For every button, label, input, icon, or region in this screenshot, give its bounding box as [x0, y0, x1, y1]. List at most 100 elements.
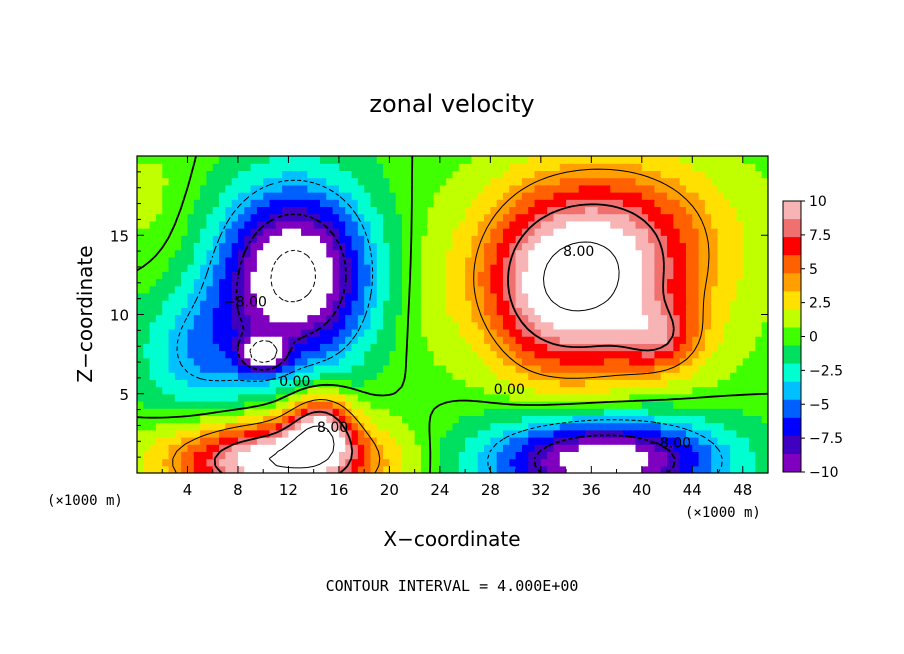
field-cell	[641, 307, 649, 316]
field-cell	[389, 170, 397, 179]
field-cell	[357, 249, 365, 258]
field-cell	[237, 372, 245, 380]
field-cell	[572, 379, 580, 388]
field-cell	[490, 220, 498, 229]
field-cell	[395, 192, 403, 200]
field-cell	[496, 206, 504, 215]
field-cell	[736, 372, 744, 380]
field-cell	[256, 364, 264, 373]
field-cell	[427, 170, 435, 179]
field-cell	[383, 292, 390, 301]
field-cell	[433, 213, 441, 222]
field-cell	[553, 156, 561, 164]
field-cell	[395, 256, 403, 265]
field-cell	[408, 321, 416, 330]
field-cell	[458, 343, 466, 352]
field-cell	[420, 379, 428, 388]
field-cell	[465, 285, 473, 294]
field-cell	[282, 213, 290, 222]
field-cell	[484, 328, 491, 337]
field-cell	[433, 328, 441, 337]
field-cell	[610, 444, 618, 452]
field-cell	[383, 400, 390, 409]
field-cell	[351, 307, 359, 316]
field-cell	[439, 386, 447, 395]
field-cell	[616, 307, 624, 316]
field-cell	[313, 271, 321, 280]
field-cell	[749, 465, 756, 473]
field-cell	[736, 192, 744, 200]
field-cell	[458, 278, 466, 287]
field-cell	[351, 357, 359, 366]
field-cell	[660, 314, 668, 323]
field-cell	[502, 256, 510, 265]
field-cell	[559, 199, 567, 208]
field-cell	[730, 393, 738, 402]
field-cell	[357, 336, 365, 344]
field-cell	[383, 314, 390, 323]
field-cell	[471, 357, 479, 366]
field-cell	[446, 220, 454, 229]
field-cell	[402, 465, 409, 473]
field-cell	[566, 156, 573, 164]
field-cell	[452, 357, 460, 366]
field-cell	[685, 213, 693, 222]
field-cell	[345, 206, 353, 215]
field-cell	[357, 314, 365, 323]
field-cell	[547, 336, 555, 344]
field-cell	[162, 408, 170, 416]
field-cell	[742, 278, 750, 287]
field-cell	[313, 264, 321, 272]
field-cell	[585, 429, 592, 438]
field-cell	[137, 343, 144, 352]
field-cell	[282, 192, 290, 200]
field-cell	[338, 271, 346, 280]
field-cell	[761, 184, 768, 193]
field-cell	[282, 256, 290, 265]
field-cell	[723, 170, 731, 179]
field-cell	[559, 228, 567, 236]
field-cell	[730, 278, 738, 287]
field-cell	[749, 444, 756, 452]
field-cell	[490, 307, 498, 316]
field-cell	[181, 163, 189, 171]
field-cell	[137, 386, 144, 395]
field-cell	[566, 213, 573, 222]
field-cell	[288, 192, 296, 200]
field-cell	[566, 163, 573, 171]
field-cell	[414, 444, 422, 452]
field-cell	[458, 328, 466, 337]
field-cell	[155, 199, 163, 208]
field-cell	[162, 156, 170, 164]
field-cell	[755, 235, 763, 244]
field-cell	[137, 249, 144, 258]
field-cell	[553, 278, 561, 287]
field-cell	[187, 321, 195, 330]
field-cell	[534, 465, 542, 473]
field-cell	[370, 199, 378, 208]
field-cell	[282, 156, 290, 164]
field-cell	[231, 192, 239, 200]
field-cell	[244, 400, 252, 409]
field-cell	[515, 285, 523, 294]
field-cell	[288, 357, 296, 366]
field-cell	[654, 429, 662, 438]
field-cell	[174, 235, 182, 244]
field-cell	[414, 292, 422, 301]
field-cell	[301, 357, 308, 366]
field-cell	[351, 292, 359, 301]
field-cell	[717, 163, 725, 171]
field-cell	[711, 256, 719, 265]
field-cell	[622, 307, 630, 316]
field-cell	[755, 350, 763, 359]
field-cell	[528, 156, 536, 164]
field-cell	[458, 235, 466, 244]
field-cell	[225, 422, 233, 431]
field-cell	[338, 415, 346, 424]
field-cell	[641, 242, 649, 251]
field-cell	[168, 307, 176, 316]
field-cell	[673, 393, 681, 402]
field-cell	[345, 465, 353, 473]
field-cell	[256, 314, 264, 323]
field-cell	[698, 213, 706, 222]
